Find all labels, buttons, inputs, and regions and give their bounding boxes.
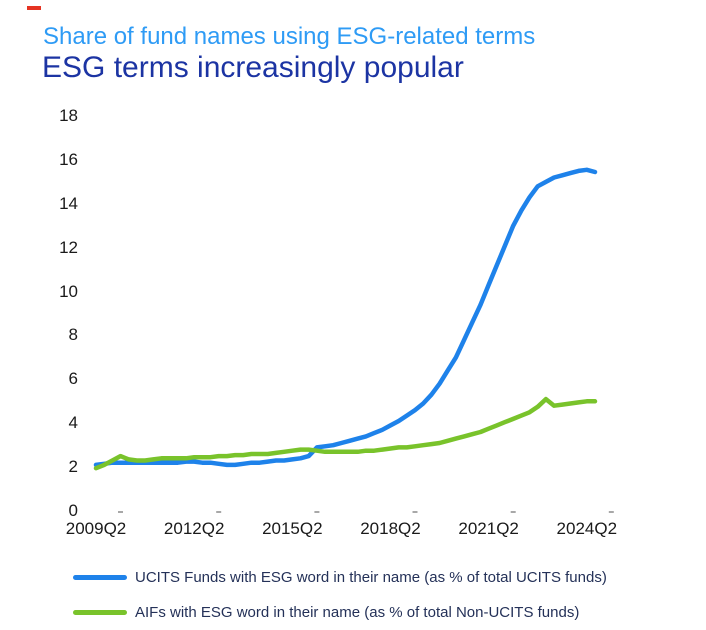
x-axis-tick (608, 511, 614, 513)
y-tick-label: 14 (59, 193, 78, 213)
y-tick-label: 16 (59, 149, 78, 169)
x-tick-label: 2018Q2 (360, 519, 421, 538)
x-axis-tick (314, 511, 320, 513)
y-tick-label: 4 (68, 413, 78, 433)
y-tick-label: 6 (68, 369, 78, 389)
y-tick-label: 12 (59, 237, 78, 257)
x-tick-label: 2021Q2 (458, 519, 519, 538)
chart-title: ESG terms increasingly popular (42, 51, 464, 84)
x-axis-tick (412, 511, 418, 513)
x-axis-labels: 2009Q2 2012Q2 2015Q2 2018Q2 2021Q2 2024Q2 (0, 519, 706, 541)
y-tick-label: 8 (68, 325, 78, 345)
x-tick-label: 2009Q2 (65, 519, 127, 538)
legend-label-ucits: UCITS Funds with ESG word in their name … (135, 568, 607, 586)
y-tick-label: 18 (59, 106, 78, 126)
y-tick-label: 2 (68, 457, 78, 477)
chart-subtitle: Share of fund names using ESG-related te… (43, 23, 536, 50)
y-tick-label: 0 (68, 501, 78, 520)
x-tick-label: 2015Q2 (262, 519, 323, 538)
x-axis-tick (510, 511, 516, 513)
aifs-line-swatch-icon (73, 610, 127, 615)
legend: UCITS Funds with ESG word in their name … (0, 560, 706, 630)
legend-item-ucits: UCITS Funds with ESG word in their name … (0, 560, 706, 595)
ucits-line (93, 167, 598, 468)
y-tick-label: 10 (59, 281, 78, 301)
x-tick-label: 2012Q2 (163, 519, 225, 538)
ucits-line-swatch-icon (73, 575, 127, 580)
x-axis-tick (118, 511, 123, 513)
y-axis-labels: 0 2 4 6 8 10 12 14 16 18 (0, 0, 80, 625)
red-dash-mark (27, 6, 41, 10)
x-tick-label: 2024Q2 (556, 519, 618, 538)
x-axis-tick (216, 511, 222, 513)
legend-item-aifs: AIFs with ESG word in their name (as % o… (0, 595, 706, 630)
legend-label-aifs: AIFs with ESG word in their name (as % o… (135, 603, 580, 621)
aifs-line (93, 396, 598, 471)
